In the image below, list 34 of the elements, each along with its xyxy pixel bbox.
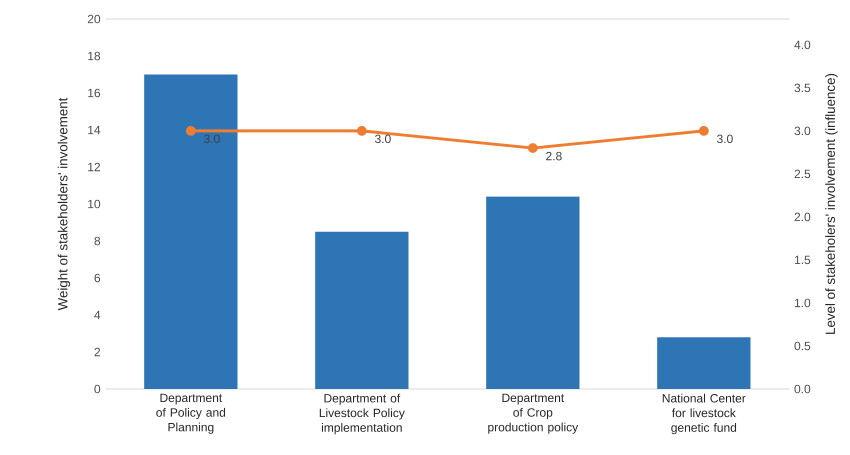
y2-axis-title: Level of stakeholers' involvement (influence) (825, 74, 838, 334)
y2-tick-label: 4.0 (794, 40, 810, 50)
data-label: 2.8 (546, 152, 562, 160)
x-tick-label: Department of Crop production policy (488, 394, 578, 434)
y-tick-label: 10 (88, 200, 100, 208)
y2-tick-label: 2.0 (794, 212, 810, 222)
y2-tick-label: 3.5 (794, 84, 810, 92)
bar (657, 337, 750, 389)
y2-tick-label: 1.0 (794, 298, 810, 308)
y-tick-label: 4 (94, 310, 100, 320)
y-tick-label: 20 (88, 14, 100, 24)
bar (315, 232, 408, 389)
y-tick-label: 0 (94, 384, 100, 394)
y2-tick-label: 1.5 (794, 256, 810, 264)
y-tick-label: 6 (94, 274, 100, 282)
x-tick-label: Department of Policy and Planning (156, 394, 226, 434)
y-tick-label: 18 (88, 52, 100, 60)
y2-tick-label: 2.5 (794, 170, 810, 178)
y2-tick-label: 3.0 (794, 126, 810, 136)
y-tick-label: 16 (88, 88, 100, 98)
data-label: 3.0 (204, 134, 220, 144)
x-tick-label: National Center for livestock genetic fund (662, 394, 746, 434)
x-tick-label: Department of Livestock Policy implementation (320, 394, 405, 434)
y2-tick-label: 0.5 (794, 342, 810, 350)
data-label: 3.0 (375, 134, 391, 144)
y-tick-label: 8 (94, 236, 100, 246)
y2-tick-label: 0.0 (794, 384, 810, 394)
y-axis-title: Weight of stakeholders' involvement (58, 98, 70, 310)
y-tick-label: 14 (88, 126, 100, 134)
data-label: 3.0 (717, 134, 733, 144)
bar (144, 74, 238, 389)
y-tick-label: 12 (88, 162, 100, 172)
y-tick-label: 2 (94, 348, 100, 356)
bar (486, 196, 580, 389)
